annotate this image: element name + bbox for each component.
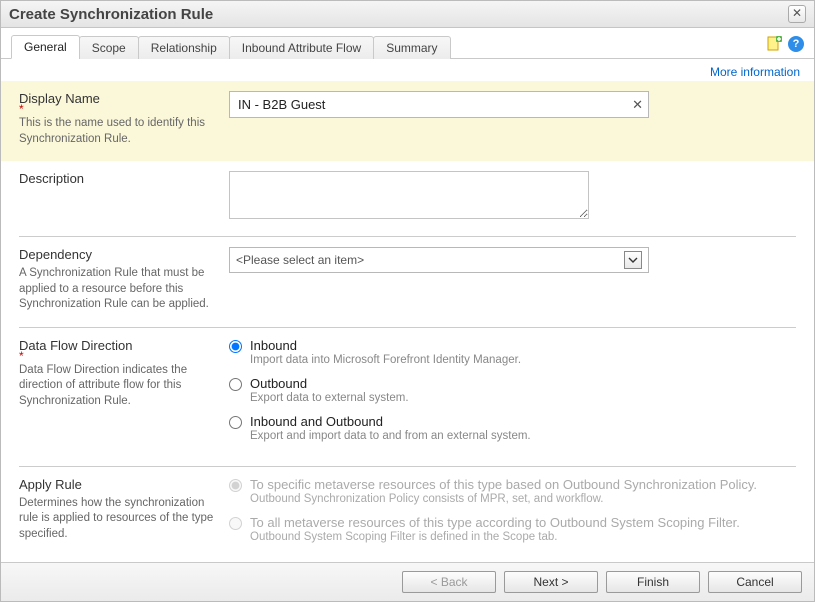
direction-option-outbound[interactable]: Outbound Export data to external system. [229,376,796,404]
more-info-row: More information [1,59,814,81]
dependency-label-col: Dependency A Synchronization Rule that m… [19,247,229,313]
direction-radio-outbound[interactable] [229,378,242,391]
dependency-placeholder: <Please select an item> [236,253,364,267]
apply-rule-option-all: To all metaverse resources of this type … [229,515,796,543]
dialog-title: Create Synchronization Rule [9,6,213,23]
dependency-select[interactable]: <Please select an item> [229,247,649,273]
close-button[interactable]: ✕ [788,5,806,23]
direction-options: Inbound Import data into Microsoft Foref… [229,338,796,452]
title-bar: Create Synchronization Rule ✕ [1,1,814,28]
apply-rule-option-specific: To specific metaverse resources of this … [229,477,796,505]
dialog-window: Create Synchronization Rule ✕ General Sc… [0,0,815,602]
section-direction: Data Flow Direction * Data Flow Directio… [19,327,796,466]
display-name-label: Display Name [19,91,215,106]
new-note-icon[interactable] [766,36,782,52]
tab-inbound-attribute-flow[interactable]: Inbound Attribute Flow [229,36,374,59]
apply-rule-specific-label: To specific metaverse resources of this … [250,477,757,492]
apply-rule-all-label: To all metaverse resources of this type … [250,515,740,530]
direction-required: * [19,353,215,359]
direction-outbound-sub: Export data to external system. [250,392,409,404]
apply-rule-all-sub: Outbound System Scoping Filter is define… [250,531,740,543]
apply-rule-radio-all [229,517,242,530]
dependency-help: A Synchronization Rule that must be appl… [19,266,215,313]
apply-rule-options: To specific metaverse resources of this … [229,477,796,553]
finish-button[interactable]: Finish [606,571,700,593]
section-apply-rule: Apply Rule Determines how the synchroniz… [19,466,796,562]
button-bar: < Back Next > Finish Cancel [1,562,814,601]
direction-outbound-label: Outbound [250,376,307,391]
more-information-link[interactable]: More information [710,65,800,79]
section-dependency: Dependency A Synchronization Rule that m… [19,236,796,327]
direction-radio-inbound[interactable] [229,340,242,353]
tab-general[interactable]: General [11,35,80,59]
display-name-required: * [19,106,215,112]
display-name-label-col: Display Name * This is the name used to … [19,91,229,147]
direction-label: Data Flow Direction [19,338,215,353]
content-area: Display Name * This is the name used to … [1,81,814,562]
display-name-help: This is the name used to identify this S… [19,116,215,147]
apply-rule-label-col: Apply Rule Determines how the synchroniz… [19,477,229,553]
apply-rule-specific-sub: Outbound Synchronization Policy consists… [250,493,757,505]
direction-both-label: Inbound and Outbound [250,414,383,429]
display-name-input-col: ✕ [229,91,796,147]
description-label: Description [19,171,215,186]
tab-scope[interactable]: Scope [79,36,139,59]
description-input-col [229,171,796,222]
chevron-down-icon [624,251,642,269]
description-textarea[interactable] [229,171,589,219]
section-display-name: Display Name * This is the name used to … [1,81,814,161]
help-icon[interactable]: ? [788,36,804,52]
display-name-input[interactable] [229,91,649,118]
direction-inbound-label: Inbound [250,338,297,353]
next-button[interactable]: Next > [504,571,598,593]
apply-rule-radio-specific [229,479,242,492]
clear-input-icon[interactable]: ✕ [632,97,643,113]
apply-rule-label: Apply Rule [19,477,215,492]
description-label-col: Description [19,171,229,222]
direction-both-sub: Export and import data to and from an ex… [250,430,531,442]
direction-option-inbound[interactable]: Inbound Import data into Microsoft Foref… [229,338,796,366]
direction-help: Data Flow Direction indicates the direct… [19,363,215,410]
apply-rule-help: Determines how the synchronization rule … [19,496,215,543]
tab-summary[interactable]: Summary [373,36,450,59]
dependency-input-col: <Please select an item> [229,247,796,313]
tabstrip-tools: ? [766,36,804,56]
display-name-input-wrap: ✕ [229,91,649,118]
section-description: Description [19,161,796,236]
direction-inbound-sub: Import data into Microsoft Forefront Ide… [250,354,521,366]
back-button: < Back [402,571,496,593]
direction-label-col: Data Flow Direction * Data Flow Directio… [19,338,229,452]
direction-option-both[interactable]: Inbound and Outbound Export and import d… [229,414,796,442]
direction-radio-both[interactable] [229,416,242,429]
dependency-label: Dependency [19,247,215,262]
tab-strip: General Scope Relationship Inbound Attri… [1,28,814,59]
cancel-button[interactable]: Cancel [708,571,802,593]
tab-relationship[interactable]: Relationship [138,36,230,59]
